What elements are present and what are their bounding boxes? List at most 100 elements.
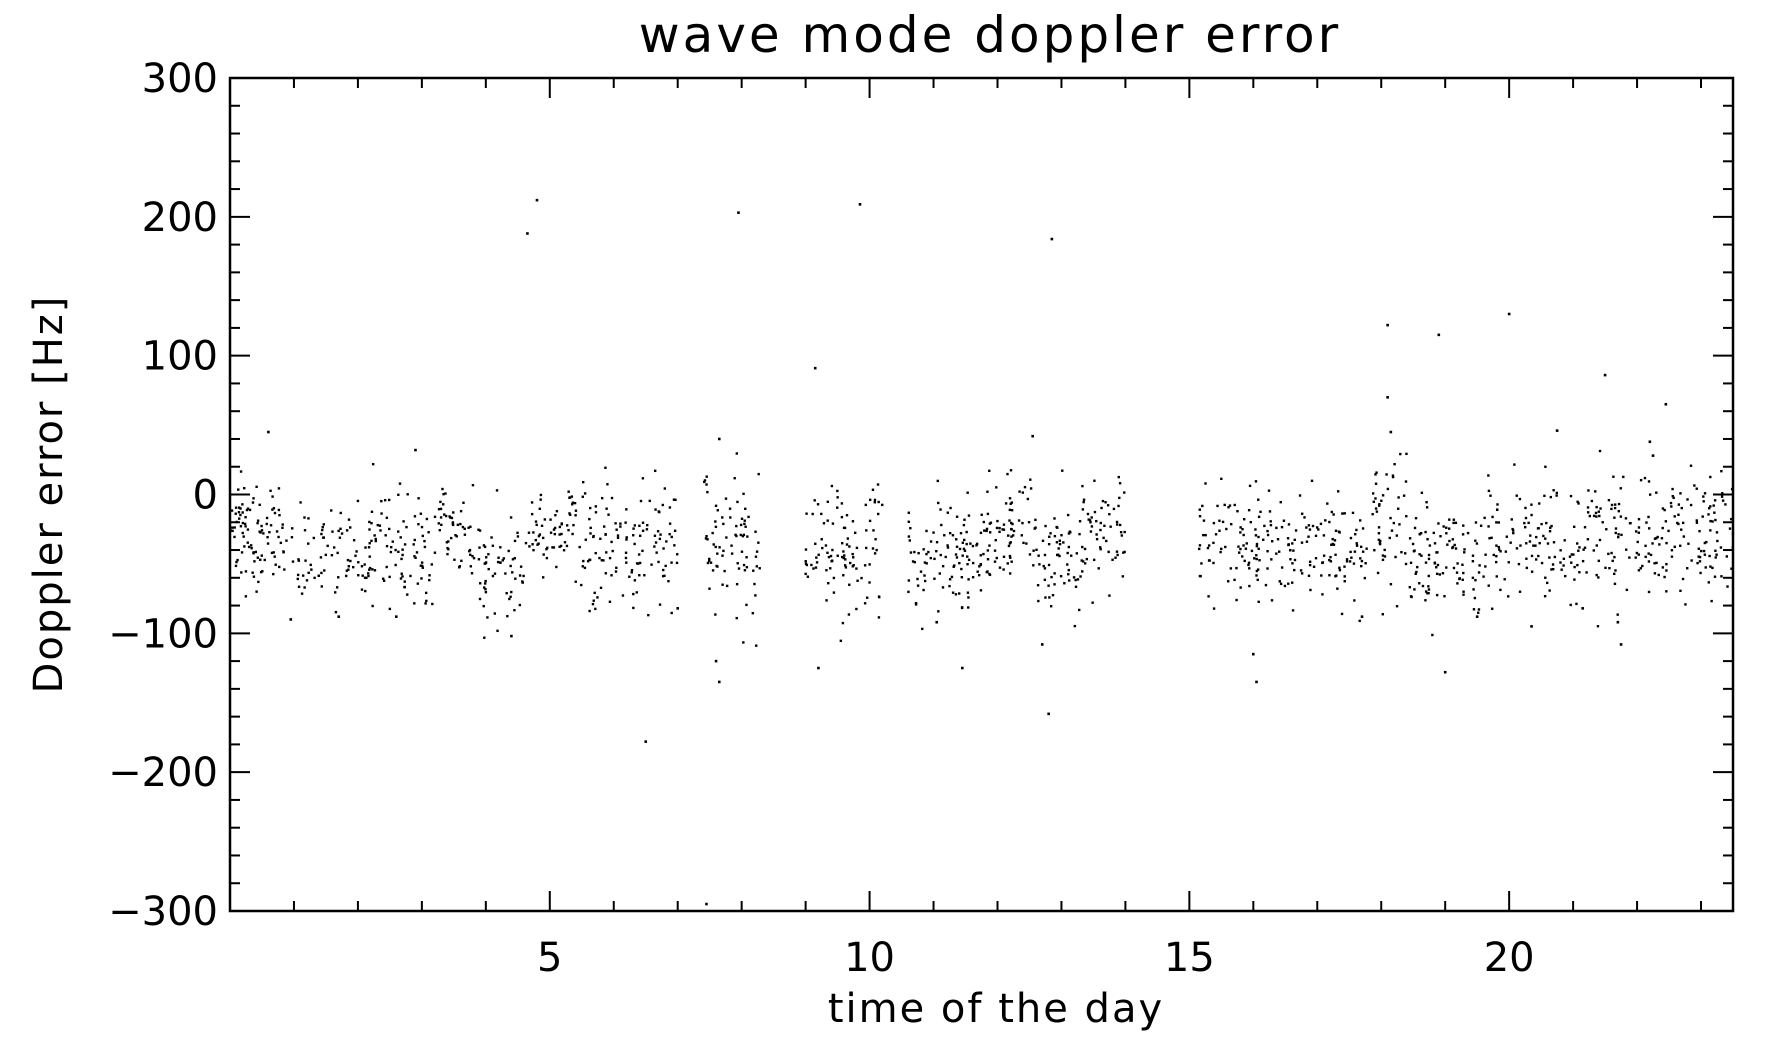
data-point bbox=[873, 501, 877, 504]
data-point bbox=[979, 531, 983, 535]
data-point bbox=[437, 507, 441, 511]
data-point bbox=[1034, 526, 1037, 529]
data-point bbox=[1375, 510, 1379, 513]
data-point bbox=[516, 531, 519, 535]
data-point bbox=[599, 537, 602, 541]
data-point bbox=[1661, 526, 1664, 530]
data-point bbox=[1228, 504, 1232, 507]
data-point bbox=[820, 512, 823, 516]
data-point bbox=[856, 579, 859, 582]
data-point bbox=[437, 522, 440, 525]
data-point bbox=[985, 529, 988, 533]
data-point bbox=[1575, 602, 1578, 606]
data-point bbox=[360, 588, 364, 591]
data-point bbox=[744, 525, 747, 528]
data-point bbox=[1305, 526, 1308, 529]
data-point bbox=[1432, 531, 1435, 535]
outlier-point bbox=[1252, 652, 1255, 656]
data-point bbox=[1381, 494, 1385, 497]
outlier-point bbox=[526, 232, 529, 235]
data-point bbox=[1454, 521, 1458, 525]
data-point bbox=[625, 538, 628, 541]
data-point bbox=[243, 486, 246, 490]
data-point bbox=[1559, 561, 1562, 564]
data-point bbox=[1233, 578, 1236, 582]
data-point bbox=[1435, 572, 1439, 576]
data-point bbox=[1343, 580, 1346, 583]
data-point bbox=[1677, 503, 1681, 506]
data-point bbox=[963, 549, 967, 552]
data-point bbox=[345, 569, 349, 572]
data-point bbox=[252, 497, 255, 500]
data-point bbox=[860, 576, 863, 580]
data-point bbox=[646, 523, 649, 527]
data-point bbox=[619, 522, 622, 525]
data-point bbox=[1008, 542, 1012, 545]
data-point bbox=[1428, 544, 1432, 547]
data-point bbox=[815, 556, 818, 559]
data-point bbox=[458, 566, 461, 569]
data-point bbox=[1472, 608, 1476, 611]
data-point bbox=[1562, 557, 1566, 560]
data-point bbox=[842, 550, 845, 553]
data-point bbox=[1100, 506, 1103, 510]
data-point bbox=[933, 557, 936, 561]
data-point bbox=[413, 602, 416, 605]
outlier-point bbox=[1555, 429, 1559, 432]
data-point bbox=[630, 571, 633, 574]
data-point bbox=[638, 561, 642, 565]
data-point bbox=[1713, 511, 1716, 514]
data-point bbox=[1374, 507, 1378, 510]
data-point bbox=[1477, 571, 1481, 574]
data-point bbox=[1534, 544, 1537, 547]
data-point bbox=[721, 554, 724, 557]
data-point bbox=[811, 512, 814, 516]
data-point bbox=[916, 577, 919, 581]
data-point bbox=[1377, 532, 1381, 535]
data-point bbox=[1705, 540, 1708, 544]
data-point bbox=[1453, 543, 1456, 547]
data-point bbox=[1212, 607, 1216, 610]
data-point bbox=[516, 535, 520, 538]
data-point bbox=[602, 559, 605, 562]
data-point bbox=[1576, 500, 1579, 504]
data-point bbox=[1012, 529, 1016, 533]
data-point bbox=[1315, 526, 1319, 529]
data-point bbox=[998, 530, 1001, 534]
data-point bbox=[1637, 531, 1641, 534]
data-point bbox=[950, 575, 954, 579]
data-point bbox=[641, 477, 645, 480]
data-point bbox=[881, 503, 884, 507]
data-point bbox=[1677, 513, 1680, 516]
data-point bbox=[1707, 507, 1711, 510]
data-point bbox=[706, 561, 710, 565]
data-point bbox=[1728, 527, 1732, 530]
data-point bbox=[939, 553, 942, 557]
outlier-point bbox=[414, 448, 417, 452]
data-point bbox=[513, 609, 516, 612]
data-point bbox=[1332, 543, 1336, 546]
data-point bbox=[1491, 515, 1494, 519]
data-point bbox=[240, 571, 243, 574]
data-point bbox=[1665, 590, 1668, 593]
data-point bbox=[1059, 574, 1063, 578]
data-point bbox=[604, 533, 607, 536]
data-point bbox=[1671, 487, 1674, 491]
data-point bbox=[1239, 531, 1242, 534]
data-point bbox=[633, 542, 636, 546]
data-point bbox=[812, 567, 815, 570]
data-point bbox=[478, 529, 482, 532]
data-point bbox=[420, 561, 424, 564]
data-point bbox=[980, 513, 983, 517]
data-point bbox=[1078, 520, 1082, 523]
data-point bbox=[718, 546, 721, 549]
data-point bbox=[484, 579, 487, 583]
data-point bbox=[705, 535, 708, 538]
data-point bbox=[1085, 557, 1089, 561]
data-point bbox=[275, 530, 279, 533]
data-point bbox=[632, 592, 635, 596]
data-point bbox=[1475, 542, 1479, 545]
data-point bbox=[1610, 507, 1613, 511]
data-point bbox=[1477, 608, 1481, 611]
data-point bbox=[654, 508, 657, 511]
